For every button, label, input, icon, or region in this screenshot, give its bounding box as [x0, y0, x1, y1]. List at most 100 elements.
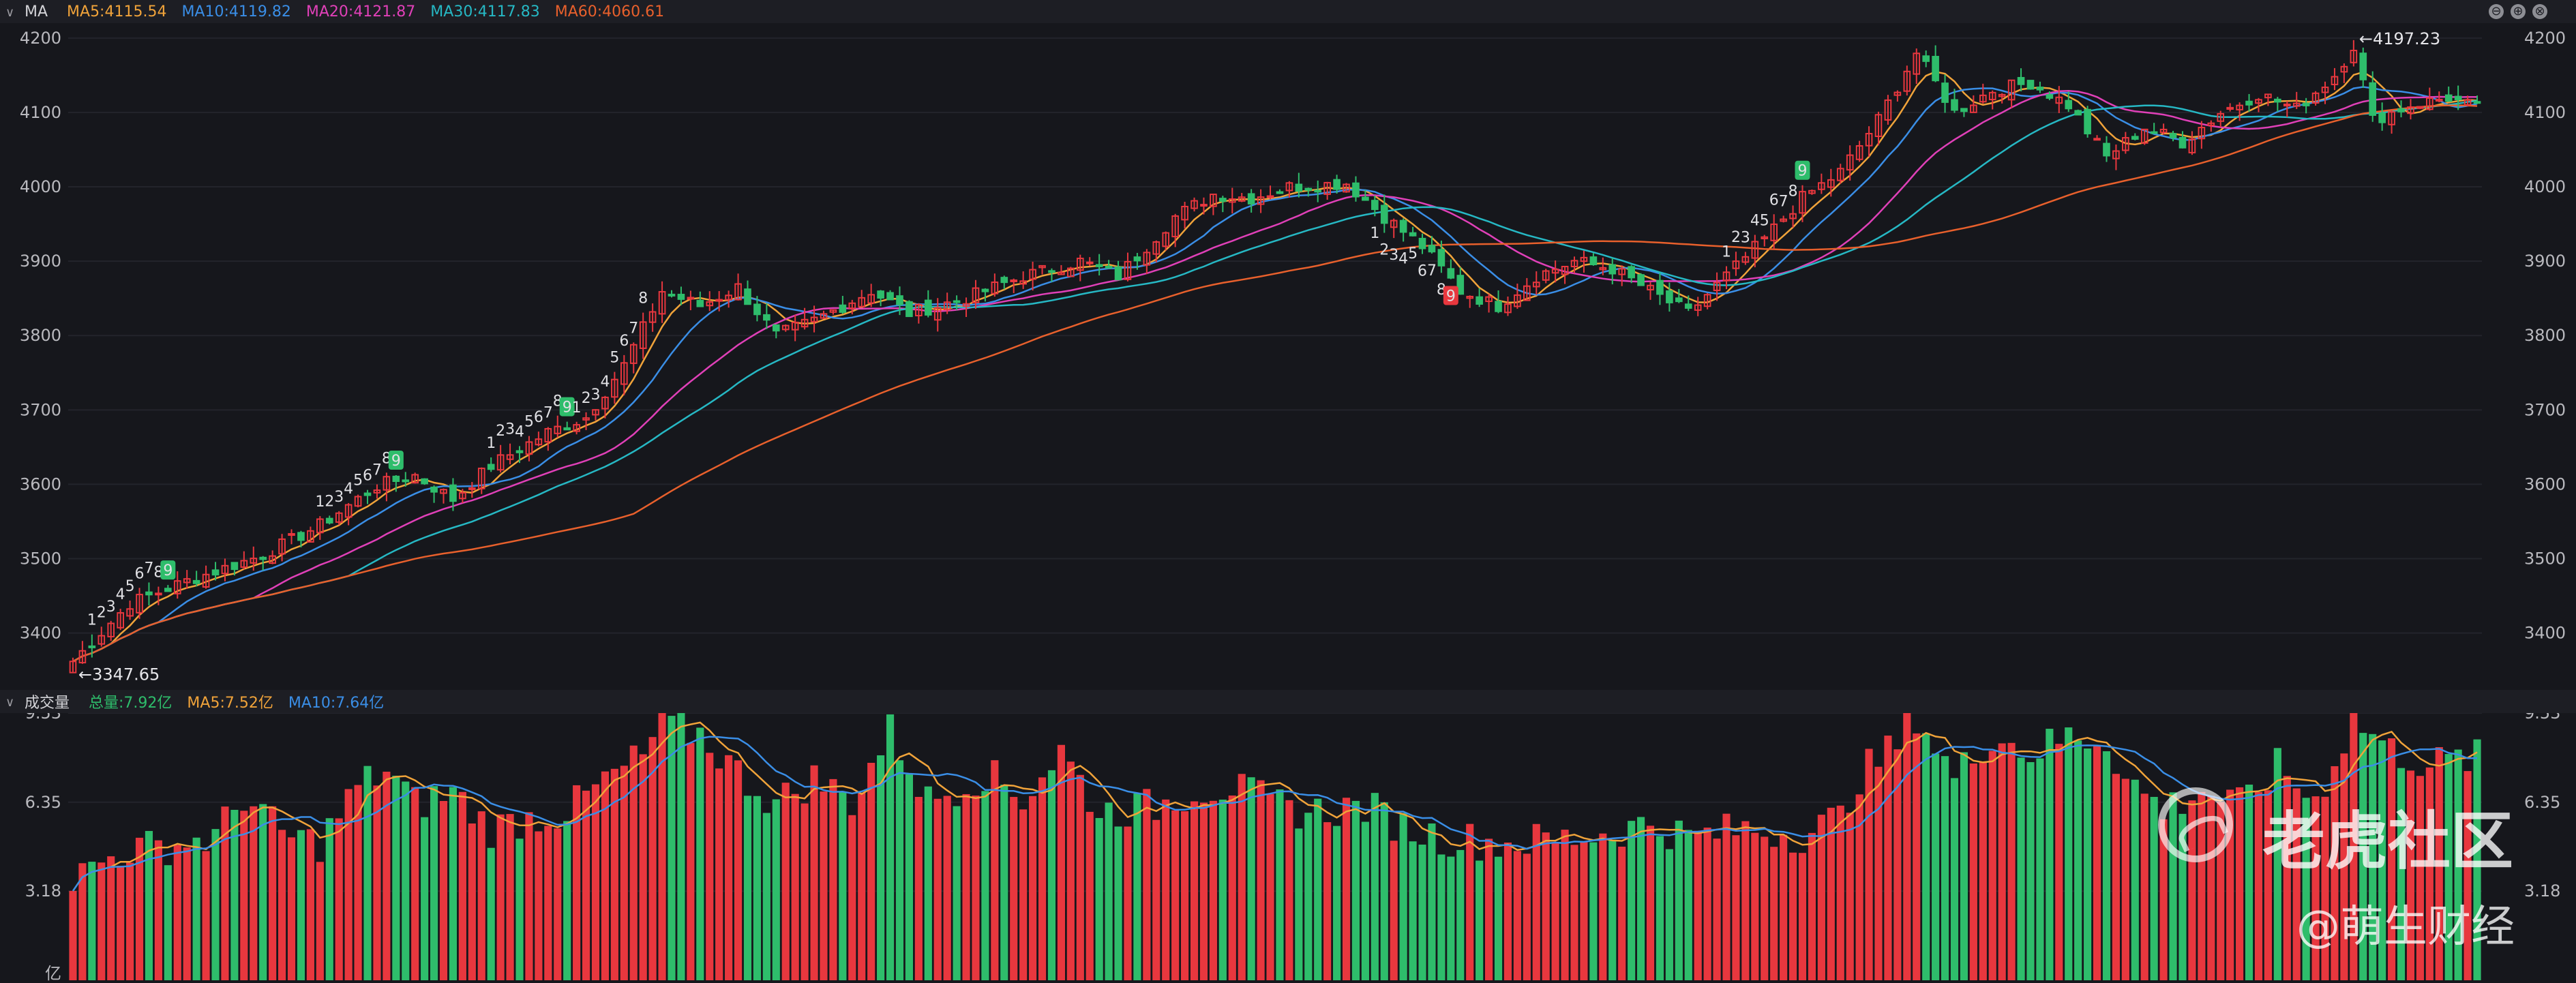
volume-bar	[525, 812, 533, 980]
zoom-out-icon[interactable]: ⊖	[2489, 4, 2504, 19]
volume-bar	[1371, 793, 1379, 980]
volume-bar	[411, 787, 419, 980]
volume-bar	[1257, 780, 1265, 980]
candle-body	[933, 307, 942, 321]
candle-body	[1855, 145, 1863, 160]
indicator-name[interactable]: 成交量	[25, 695, 70, 712]
candle-body	[1741, 256, 1750, 263]
volume-bar	[1494, 856, 1503, 980]
volume-bar	[230, 809, 239, 980]
td-count-label: 4	[600, 374, 610, 391]
td-count-label: 2	[582, 390, 591, 407]
td-count-label: 3	[334, 489, 344, 506]
candle-body	[2236, 104, 2243, 110]
candle-body	[354, 496, 362, 507]
candle-body	[1019, 280, 1027, 285]
candle-body	[1913, 52, 1921, 75]
volume-bar	[1342, 798, 1351, 980]
volume-bar	[211, 829, 220, 980]
price-tick-label: 3900	[2524, 252, 2566, 271]
volume-bar	[1599, 833, 1607, 980]
candle-body	[1029, 269, 1036, 280]
indicator-name[interactable]: MA	[25, 3, 48, 20]
candle-body	[1190, 200, 1198, 209]
candle-body	[1874, 114, 1883, 138]
collapse-chevron-icon[interactable]: ∨	[5, 5, 15, 20]
candle-body	[972, 287, 980, 303]
volume-bar	[1628, 821, 1636, 980]
candle-body	[307, 530, 314, 543]
volume-bar	[2292, 788, 2301, 980]
td-count-label: 9	[163, 562, 173, 579]
volume-bar	[1314, 798, 1322, 980]
collapse-chevron-icon[interactable]: ∨	[5, 695, 15, 710]
candle-body	[2226, 106, 2234, 110]
price-tick-label: 3800	[20, 326, 61, 345]
candle-body	[1162, 232, 1170, 247]
volume-bar	[535, 831, 543, 980]
candle-body	[1238, 196, 1246, 202]
candle-body	[1067, 267, 1075, 277]
volume-bar	[2121, 778, 2129, 980]
volume-bar	[1846, 813, 1854, 980]
volume-bar	[1057, 744, 1065, 980]
volume-bar	[1788, 852, 1797, 980]
volume-bar	[1941, 756, 1949, 980]
candle-body	[1295, 183, 1303, 192]
volume-bar	[496, 814, 505, 980]
volume-bar	[1903, 713, 1911, 980]
volume-bar	[1152, 819, 1160, 980]
volume-bar	[1542, 832, 1550, 980]
candle-body	[2454, 95, 2462, 101]
candle-body	[2036, 87, 2044, 91]
volume-bar	[677, 713, 685, 980]
zoom-in-icon[interactable]: ⊕	[2511, 4, 2526, 19]
volume-bar	[1798, 853, 1807, 980]
close-icon[interactable]: ⊗	[2532, 4, 2547, 19]
volume-bar	[1761, 836, 1769, 980]
volume-bar	[344, 789, 353, 980]
volume-bar	[1047, 770, 1056, 980]
volume-bar	[687, 742, 695, 980]
candle-body	[1285, 182, 1293, 192]
volume-bar	[1199, 802, 1208, 980]
candle-body	[1684, 303, 1692, 309]
volume-bar	[2378, 740, 2386, 980]
candle-body	[525, 441, 533, 455]
candle-body	[1589, 256, 1598, 266]
volume-bar	[991, 760, 999, 980]
price-tick-label: 4200	[20, 29, 61, 48]
volume-bar	[933, 798, 942, 980]
volume-bar	[1551, 842, 1559, 980]
candle-body	[440, 489, 447, 494]
volume-bar	[1713, 838, 1721, 980]
candle-body	[1722, 271, 1731, 282]
volume-bar	[1988, 751, 1996, 980]
candle-body	[1628, 266, 1635, 279]
td-count-label: 6	[534, 409, 543, 426]
candle-body	[2416, 106, 2424, 109]
volume-bar	[221, 806, 229, 980]
volume-bar	[839, 791, 847, 980]
candle-body	[402, 479, 410, 483]
volume-bar	[1637, 817, 1645, 980]
candle-body	[1371, 200, 1379, 211]
volume-indicator-header: ∨ 成交量 总量:7.92亿 MA5:7.52亿 MA10:7.64亿	[0, 690, 2576, 713]
candle-body	[1352, 182, 1360, 198]
volume-bar	[135, 837, 144, 980]
candle-body	[1694, 304, 1702, 311]
volume-bar	[1485, 838, 1493, 980]
candle-body	[2388, 111, 2395, 125]
volume-bar	[1513, 851, 1521, 980]
volume-bar	[706, 753, 714, 980]
volume-bar	[1732, 835, 1740, 980]
td-count-label: 8	[638, 290, 648, 307]
volume-bar	[734, 760, 743, 980]
volume-bar	[392, 775, 400, 980]
td-count-label: 2	[496, 423, 505, 440]
candle-body	[325, 517, 333, 524]
volume-bar	[914, 797, 923, 980]
td-count-label: 5	[353, 472, 363, 489]
volume-bar	[2150, 797, 2158, 980]
volume-bar	[2454, 749, 2462, 980]
